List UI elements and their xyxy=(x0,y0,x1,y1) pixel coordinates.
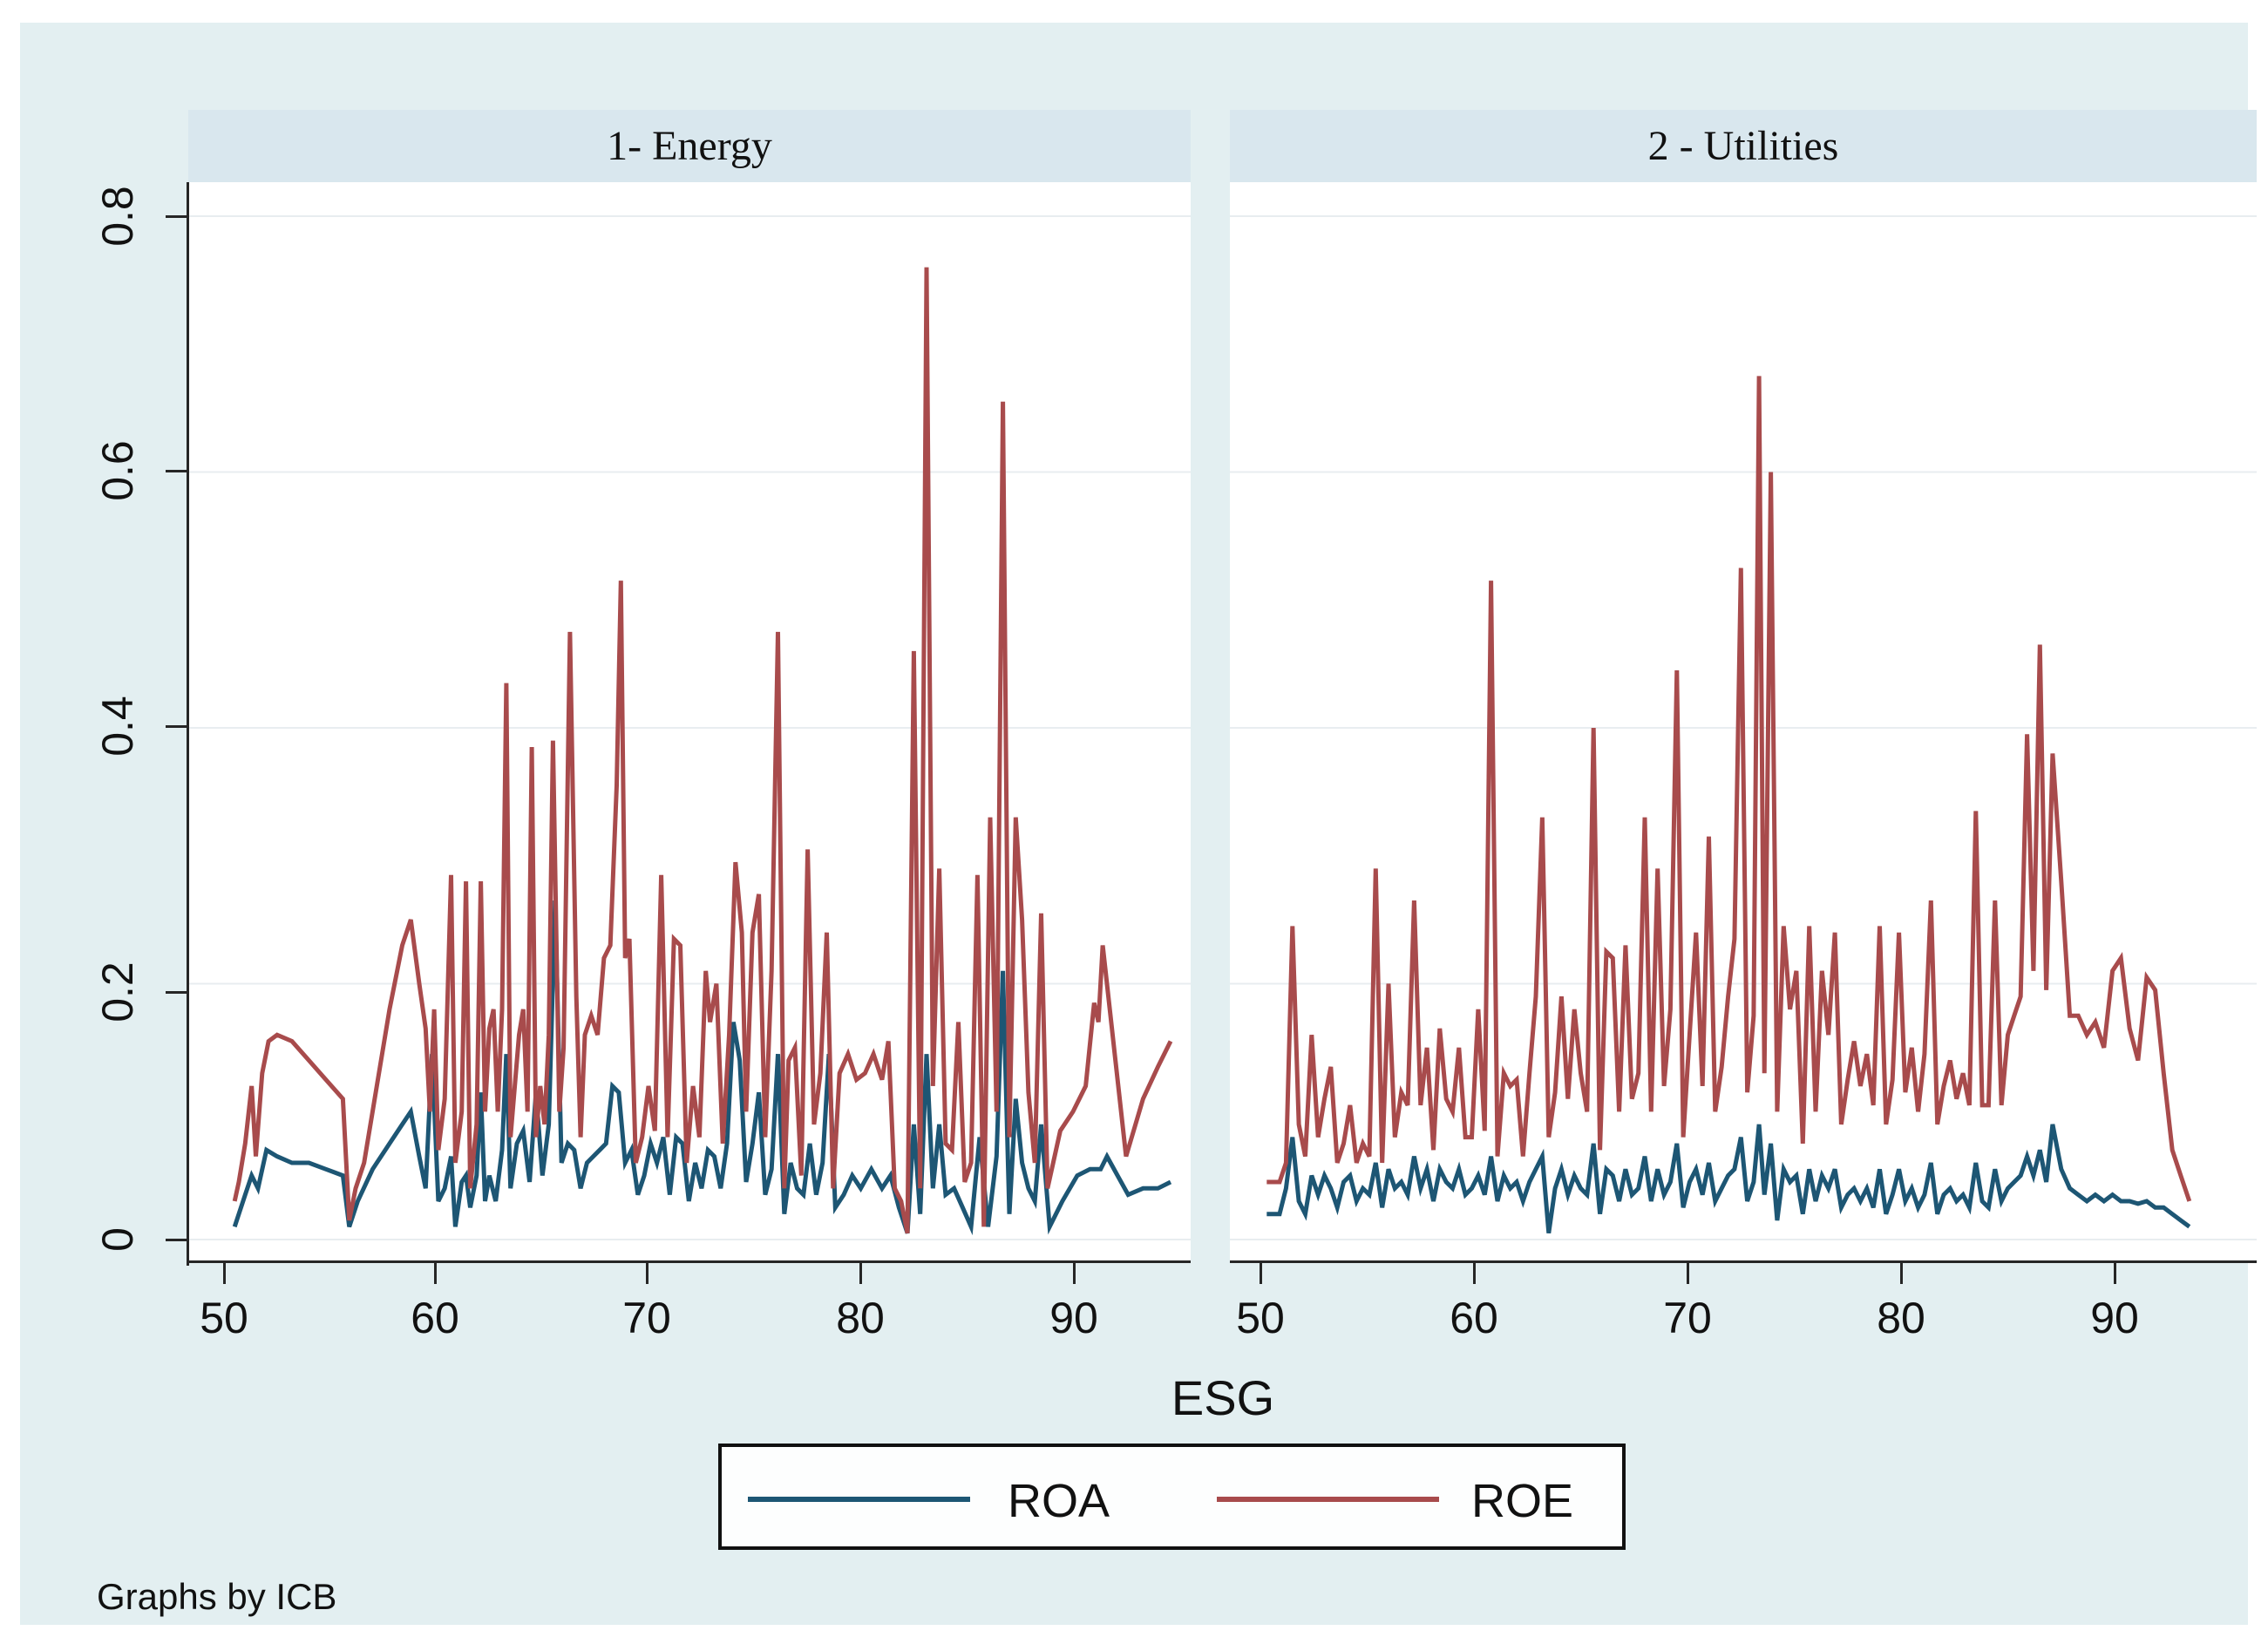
x-tick xyxy=(1687,1263,1689,1284)
y-tick xyxy=(166,470,187,472)
y-axis-line xyxy=(187,182,189,1266)
x-tick xyxy=(1260,1263,1262,1284)
x-tick-label: 70 xyxy=(622,1294,671,1342)
x-tick xyxy=(646,1263,648,1284)
x-tick-label: 70 xyxy=(1663,1294,1712,1342)
x-tick-label: 50 xyxy=(200,1294,248,1342)
x-tick xyxy=(223,1263,226,1284)
y-tick xyxy=(166,991,187,994)
utilities-line-chart xyxy=(1230,215,2257,1240)
legend-roa-label: ROA xyxy=(1008,1475,1110,1527)
series-line-roa xyxy=(1266,1124,2191,1234)
panel-title-utilities: 2 - Utilities xyxy=(1647,123,1839,169)
x-tick-label: 60 xyxy=(411,1294,459,1342)
y-tick xyxy=(166,725,187,728)
series-line-roe xyxy=(1266,376,2192,1202)
x-tick-label: 80 xyxy=(1877,1294,1925,1342)
legend-roa-line-swatch xyxy=(748,1497,970,1502)
x-tick xyxy=(2114,1263,2116,1284)
legend: ROA ROE xyxy=(718,1444,1626,1550)
y-tick xyxy=(166,1239,187,1241)
y-tick-label: 0.8 xyxy=(93,186,142,247)
x-tick-label: 90 xyxy=(1049,1294,1098,1342)
x-tick xyxy=(859,1263,862,1284)
x-tick-label: 80 xyxy=(836,1294,885,1342)
x-axis-line-utilities xyxy=(1230,1260,2257,1263)
series-line-roa xyxy=(232,900,1172,1236)
panel-header-utilities: 2 - Utilities xyxy=(1230,110,2257,182)
x-tick-label: 90 xyxy=(2090,1294,2139,1342)
y-tick-label: 0.2 xyxy=(93,961,142,1022)
y-tick-label: 0 xyxy=(93,1227,142,1252)
x-tick-label: 50 xyxy=(1236,1294,1285,1342)
x-axis-title: ESG xyxy=(1171,1370,1275,1425)
x-tick xyxy=(1073,1263,1076,1284)
y-tick xyxy=(166,215,187,218)
series-line-roe xyxy=(232,267,1173,1234)
plot-area-energy xyxy=(188,182,1191,1260)
x-tick xyxy=(434,1263,437,1284)
legend-roe-line-swatch xyxy=(1217,1497,1439,1502)
panel-title-energy: 1- Energy xyxy=(607,123,772,169)
energy-line-chart xyxy=(188,215,1191,1240)
x-tick xyxy=(1900,1263,1903,1284)
plot-area-utilities xyxy=(1230,182,2257,1260)
legend-roe-label: ROE xyxy=(1471,1475,1574,1527)
by-note: Graphs by ICB xyxy=(97,1576,337,1617)
x-tick xyxy=(1473,1263,1476,1284)
x-axis-line-energy xyxy=(187,1260,1191,1263)
x-tick-label: 60 xyxy=(1450,1294,1498,1342)
y-tick-label: 0.4 xyxy=(93,696,142,757)
figure-canvas: 1- Energy 2 - Utilities 0.8 0.6 0.4 0.2 … xyxy=(20,23,2257,1625)
y-tick-label: 0.6 xyxy=(93,440,142,501)
panel-header-energy: 1- Energy xyxy=(188,110,1191,182)
